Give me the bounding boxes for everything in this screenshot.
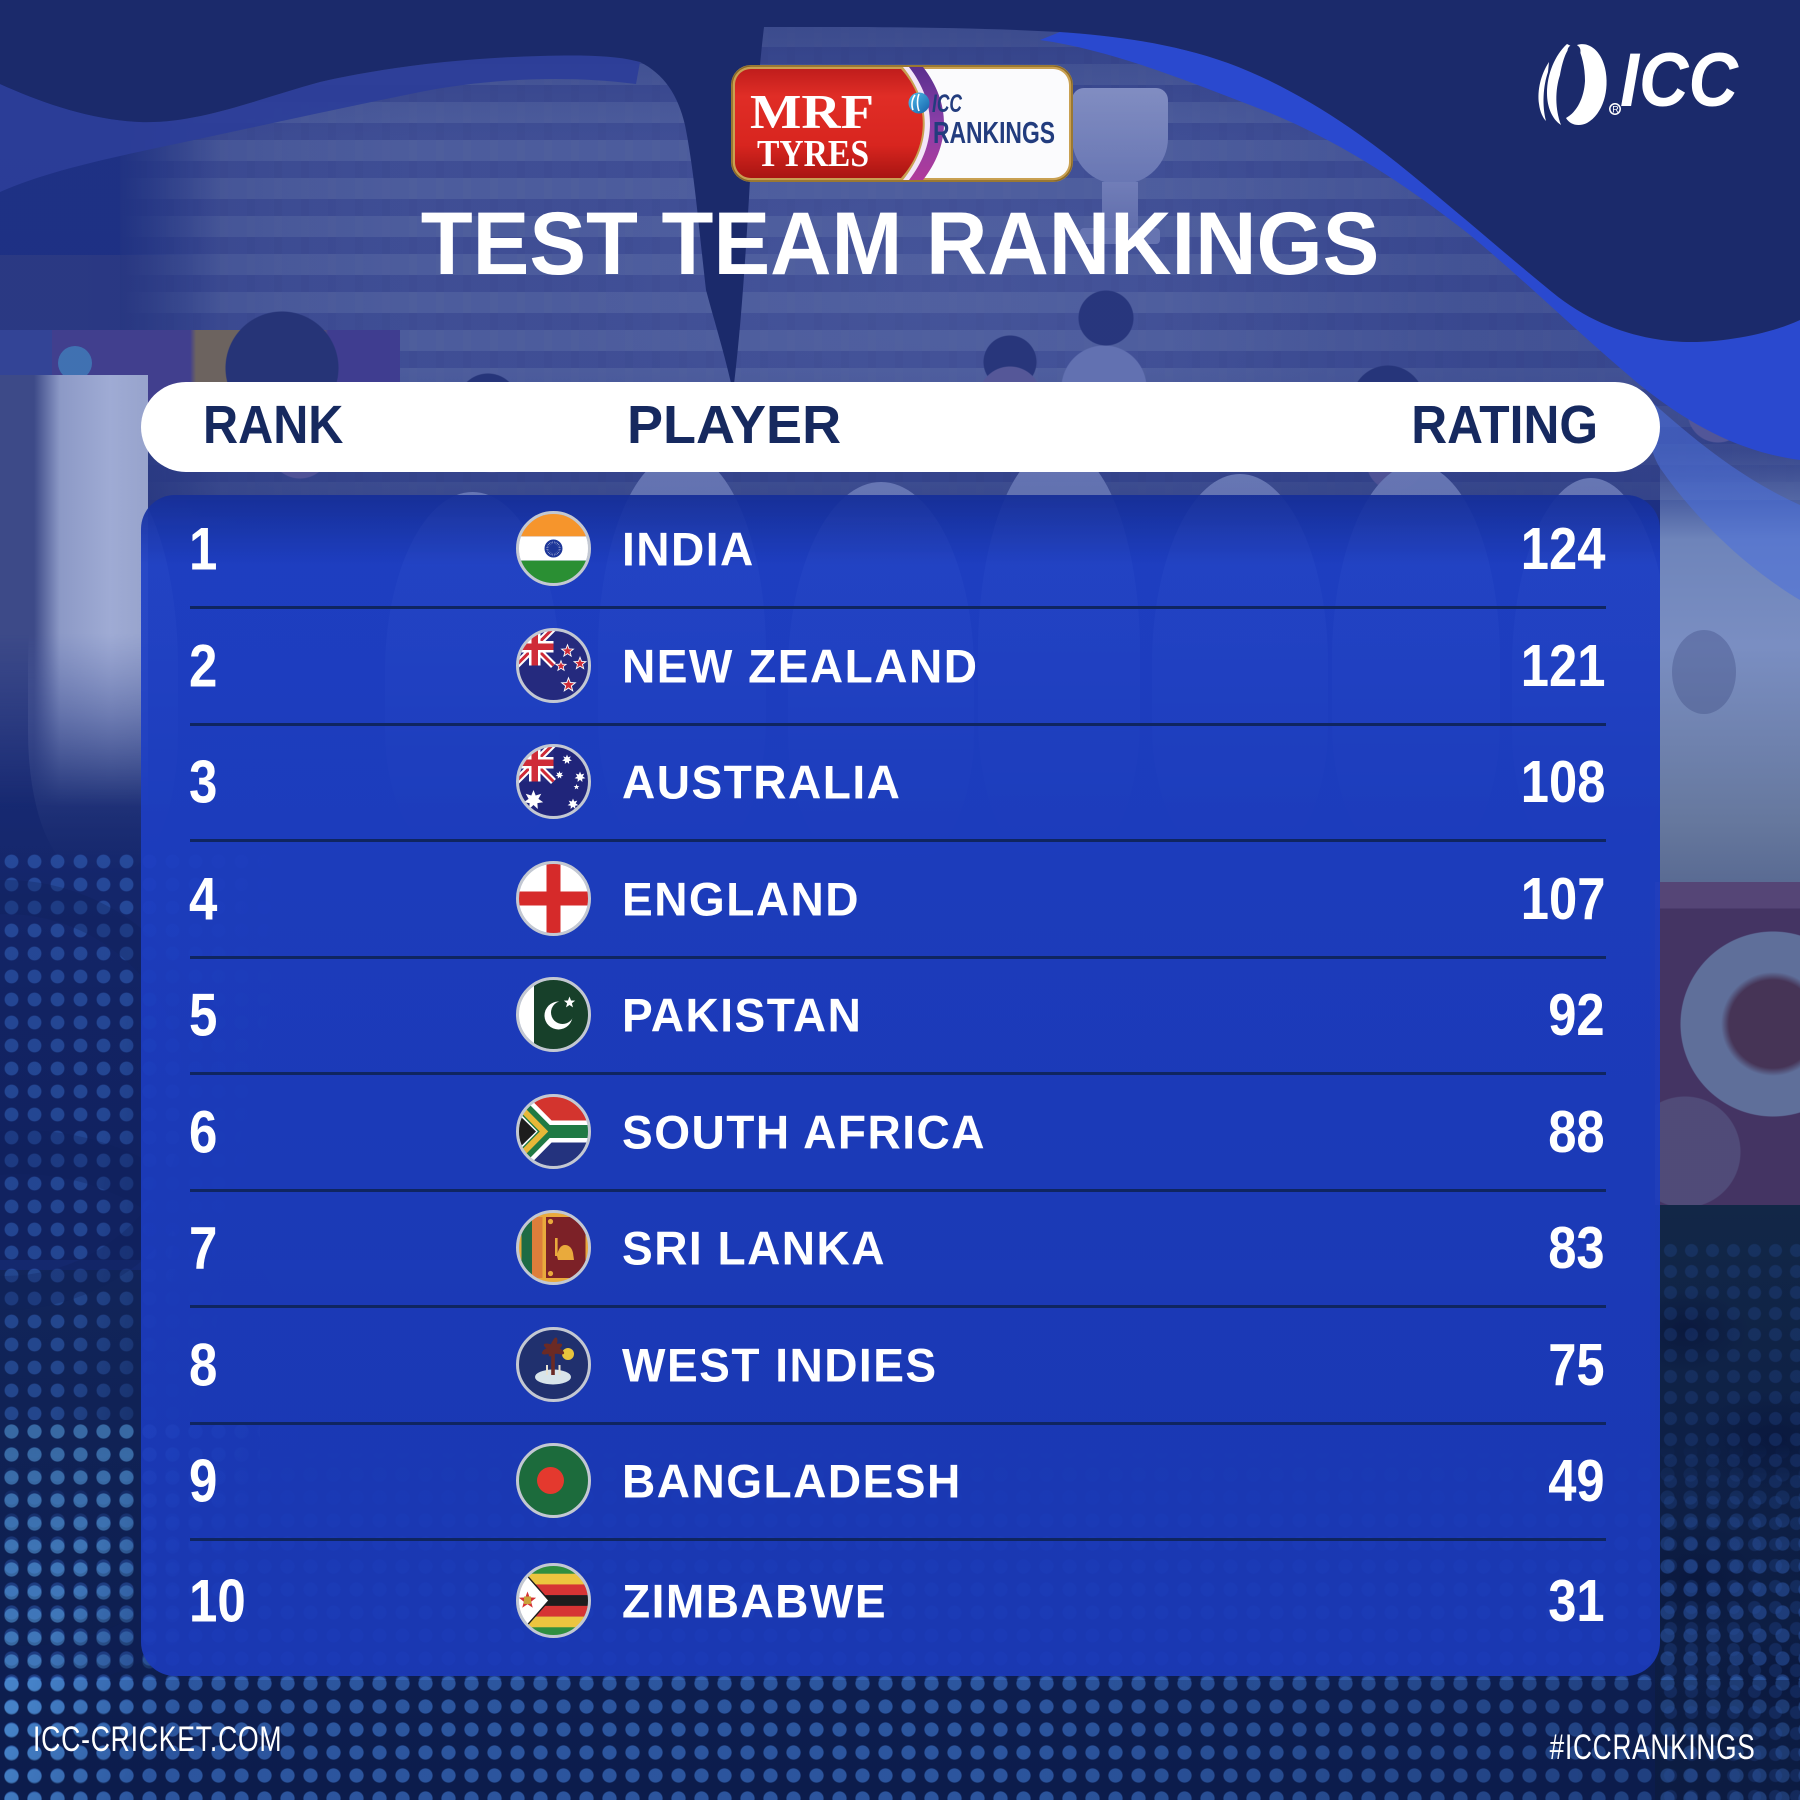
svg-text:ICC: ICC bbox=[932, 90, 963, 118]
svg-text:MRF: MRF bbox=[750, 84, 874, 139]
svg-text:RANKINGS: RANKINGS bbox=[933, 115, 1055, 150]
svg-text:ICC: ICC bbox=[1620, 38, 1739, 120]
svg-text:R: R bbox=[1612, 105, 1619, 115]
svg-text:TYRES: TYRES bbox=[757, 133, 869, 175]
